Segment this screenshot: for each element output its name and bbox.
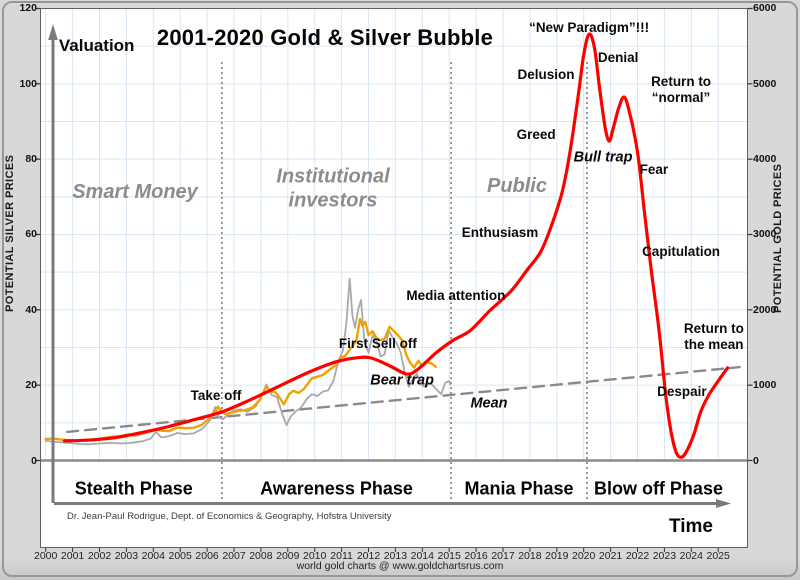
annotation-public: Public bbox=[486, 175, 547, 198]
x-axis-year-label: 2010 bbox=[303, 550, 327, 562]
annotation-take-off: Take off bbox=[190, 388, 242, 404]
annotation-mean: Mean bbox=[470, 395, 508, 412]
right-axis-tick-label: 1000 bbox=[753, 379, 777, 392]
left-axis-tick-label: 120 bbox=[19, 2, 37, 15]
phase-label-awareness-phase: Awareness Phase bbox=[260, 478, 413, 499]
annotation-return-to-the-mean: Return to the mean bbox=[683, 321, 744, 352]
x-axis-year-label: 2011 bbox=[330, 550, 353, 562]
x-axis-year-label: 2004 bbox=[141, 550, 165, 562]
annotation-new-paradigm: “New Paradigm”!!! bbox=[529, 20, 650, 36]
x-axis-year-label: 2012 bbox=[356, 550, 381, 562]
chart-title: 2001-2020 Gold & Silver Bubble bbox=[156, 25, 494, 50]
annotation-return-to-normal: Return to “normal” bbox=[651, 73, 712, 105]
time-axis-label: Time bbox=[668, 516, 713, 537]
annotation-first-sell-off: First Sell off bbox=[338, 336, 417, 352]
x-axis-year-label: 2015 bbox=[437, 550, 461, 562]
left-axis-tick-label: 80 bbox=[25, 153, 37, 166]
annotation-valuation: Valuation bbox=[58, 36, 135, 56]
left-axis-tick-label: 40 bbox=[25, 303, 37, 316]
x-axis-year-label: 2003 bbox=[114, 550, 139, 562]
x-axis-year-label: 2022 bbox=[625, 550, 650, 562]
left-axis-tick-label: 0 bbox=[31, 454, 37, 467]
right-axis-tick-label: 0 bbox=[753, 454, 759, 467]
left-axis-tick-label: 60 bbox=[25, 228, 37, 241]
x-axis-year-label: 2018 bbox=[518, 550, 542, 562]
x-axis-year-label: 2008 bbox=[249, 550, 273, 562]
x-axis-year-label: 2000 bbox=[34, 550, 58, 562]
credit-text: Dr. Jean-Paul Rodrigue, Dept. of Economi… bbox=[67, 511, 392, 522]
annotation-greed: Greed bbox=[516, 127, 556, 143]
phase-label-blow-off-phase: Blow off Phase bbox=[593, 478, 723, 499]
x-axis-year-label: 2020 bbox=[572, 550, 596, 562]
annotation-institutional-investors: Institutional investors bbox=[276, 165, 390, 212]
x-axis-year-label: 2021 bbox=[598, 550, 623, 562]
right-axis-tick-label: 5000 bbox=[753, 77, 777, 90]
annotation-delusion: Delusion bbox=[517, 67, 575, 83]
x-axis-year-label: 2002 bbox=[87, 550, 112, 562]
annotation-media-attention: Media attention bbox=[406, 287, 506, 303]
x-axis-year-label: 2005 bbox=[168, 550, 192, 562]
right-axis-tick-label: 4000 bbox=[753, 153, 777, 166]
phase-label-mania-phase: Mania Phase bbox=[464, 478, 574, 499]
annotation-bear-trap: Bear trap bbox=[370, 372, 434, 389]
left-axis-tick-label: 100 bbox=[19, 77, 37, 90]
annotation-denial: Denial bbox=[597, 49, 639, 65]
annotation-smart-money: Smart Money bbox=[72, 181, 198, 204]
x-axis-year-label: 2006 bbox=[195, 550, 219, 562]
annotation-fear: Fear bbox=[639, 162, 669, 178]
x-axis-year-label: 2017 bbox=[491, 550, 515, 562]
annotation-capitulation: Capitulation bbox=[642, 243, 721, 259]
right-axis-tick-label: 6000 bbox=[753, 2, 777, 15]
x-axis-year-label: 2009 bbox=[276, 550, 300, 562]
x-axis-year-label: 2001 bbox=[60, 550, 85, 562]
left-axis-title: POTENTIAL SILVER PRICES bbox=[4, 154, 16, 313]
x-axis-year-label: 2007 bbox=[222, 550, 246, 562]
annotation-enthusiasm: Enthusiasm bbox=[461, 225, 539, 241]
x-axis-year-label: 2013 bbox=[383, 550, 408, 562]
x-axis-year-label: 2019 bbox=[545, 550, 569, 562]
x-axis-year-label: 2023 bbox=[652, 550, 677, 562]
left-axis-tick-label: 20 bbox=[25, 379, 37, 392]
right-axis-tick-label: 3000 bbox=[753, 228, 777, 241]
annotation-bull-trap: Bull trap bbox=[573, 149, 633, 166]
footer-text: world gold charts @ www.goldchartsrus.co… bbox=[296, 560, 504, 572]
annotation-despair: Despair bbox=[657, 383, 707, 399]
right-axis-tick-label: 2000 bbox=[753, 303, 777, 316]
x-axis-year-label: 2016 bbox=[464, 550, 488, 562]
x-axis-year-label: 2025 bbox=[706, 550, 730, 562]
x-axis-year-label: 2014 bbox=[410, 550, 434, 562]
x-axis-year-label: 2024 bbox=[679, 550, 703, 562]
phase-label-stealth-phase: Stealth Phase bbox=[74, 478, 193, 499]
